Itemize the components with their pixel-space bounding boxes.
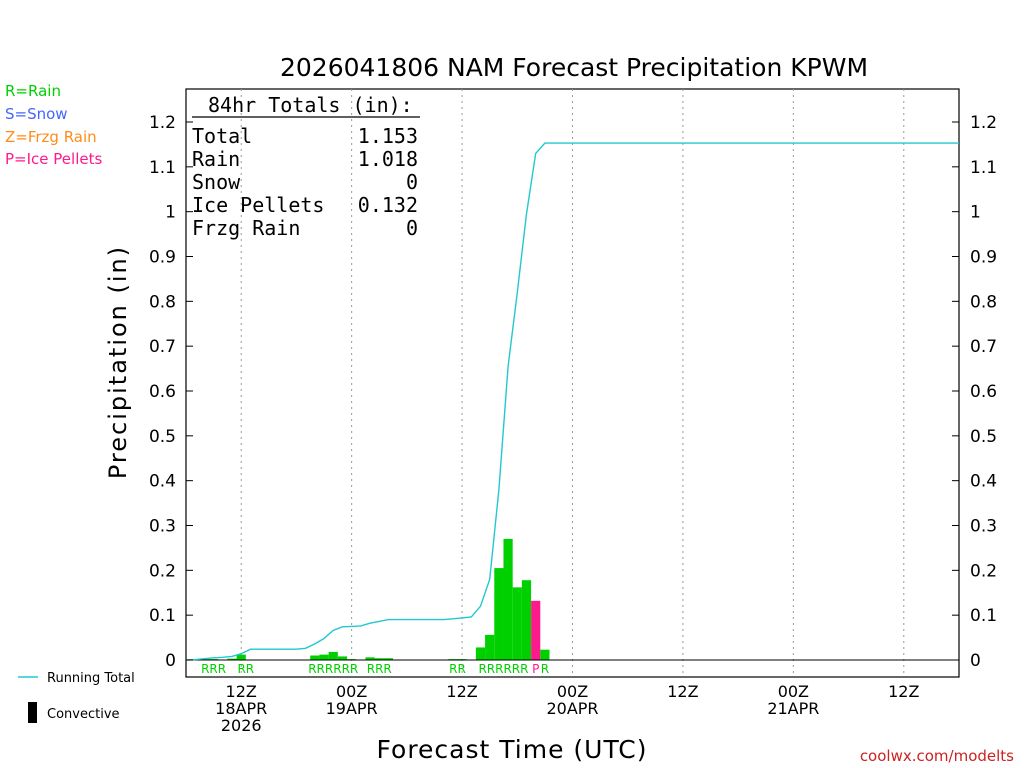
totals-heading: 84hr Totals (in): [208, 93, 413, 117]
y-tick-label-left: 0 [165, 651, 176, 671]
y-tick-label-right: 0.5 [970, 427, 997, 447]
x-tick-label: 18APR [215, 699, 267, 718]
precip-bar [475, 647, 486, 660]
y-tick-label-left: 0.6 [149, 382, 176, 402]
totals-label: Ice Pellets [192, 193, 324, 217]
precip-bar [485, 634, 495, 660]
totals-value: 0 [406, 170, 418, 194]
y-tick-label-left: 1 [165, 203, 176, 223]
precip-bar [531, 600, 541, 660]
y-tick-label-left: 1.2 [149, 113, 176, 133]
chart-title: 2026041806 NAM Forecast Precipitation KP… [280, 53, 868, 82]
precip-type-label: RRR [367, 662, 392, 676]
y-tick-label-left: 1.1 [149, 158, 176, 178]
y-tick-label-right: 0.2 [970, 561, 997, 581]
running-total-line [185, 142, 959, 661]
precip-bar [310, 655, 320, 660]
y-tick-label-left: 0.3 [149, 517, 176, 537]
running-total-key-label: Running Total [47, 671, 135, 686]
x-tick-label: 00Z [336, 682, 367, 701]
x-tick-label: 12Z [226, 682, 257, 701]
y-axis-title: Precipitation (in) [104, 245, 132, 479]
precip-bar [319, 654, 329, 660]
precip-bar [503, 538, 513, 660]
y-tick-label-right: 0.9 [970, 248, 997, 268]
legend-frzg-rain: Z=Frzg Rain [5, 128, 97, 146]
y-tick-label-left: 0.2 [149, 561, 176, 581]
y-tick-label-right: 0.1 [970, 606, 997, 626]
precip-type-label: P [532, 662, 539, 676]
precip-bar [540, 649, 550, 660]
y-tick-label-left: 0.5 [149, 427, 176, 447]
y-tick-label-right: 1.1 [970, 158, 997, 178]
precip-type-label: RR [237, 662, 254, 676]
precip-type-label: RRRRRR [478, 662, 528, 676]
totals-value: 1.153 [358, 124, 418, 148]
totals-label: Total [192, 124, 252, 148]
precip-bar [383, 658, 394, 660]
x-tick-label: 19APR [326, 699, 378, 718]
x-tick-label: 00Z [557, 682, 588, 701]
precip-bar [512, 587, 522, 660]
y-tick-label-left: 0.1 [149, 606, 176, 626]
legend-snow: S=Snow [5, 105, 68, 123]
x-tick-label: 21APR [767, 699, 819, 718]
totals-label: Frzg Rain [192, 216, 300, 240]
x-tick-label: 12Z [667, 682, 698, 701]
y-axis-ticks: 0 0 0.1 0.1 0.2 0.2 0.3 0.3 0.4 0.4 0.5 0.5 0.6 0.6 0.… [149, 113, 997, 671]
totals-value: 1.018 [358, 147, 418, 171]
precip-bar [494, 568, 504, 660]
x-tick-label: 12Z [446, 682, 477, 701]
x-tick-label: 00Z [778, 682, 809, 701]
precip-bar [236, 654, 246, 660]
totals-box: 84hr Totals (in): Total 1.153 Rain 1.018… [192, 93, 420, 240]
precip-type-label: RRR [201, 662, 226, 676]
legend-ice-pellets: P=Ice Pellets [5, 150, 102, 168]
x-tick-label: 2026 [221, 716, 262, 735]
precip-bar [227, 658, 237, 660]
y-tick-label-right: 0.6 [970, 382, 997, 402]
precip-bar [337, 656, 348, 660]
y-tick-label-right: 1 [970, 203, 981, 223]
precip-bars [190, 538, 550, 661]
totals-label: Snow [192, 170, 241, 194]
y-tick-label-right: 1.2 [970, 113, 997, 133]
y-tick-label-left: 0.7 [149, 337, 176, 357]
totals-label: Rain [192, 147, 240, 171]
precip-type-label: RR [449, 662, 466, 676]
totals-value: 0.132 [358, 193, 418, 217]
precip-bar [521, 580, 532, 660]
y-tick-label-left: 0.4 [149, 472, 176, 492]
convective-key-swatch [28, 702, 37, 723]
precip-bar [328, 651, 338, 660]
precip-bar [374, 658, 384, 660]
x-axis-title: Forecast Time (UTC) [377, 735, 648, 764]
legend-rain: R=Rain [5, 82, 61, 100]
y-tick-label-left: 0.8 [149, 292, 176, 312]
y-tick-label-left: 0.9 [149, 248, 176, 268]
precip-type-label: R [541, 662, 549, 676]
convective-key-label: Convective [47, 707, 120, 722]
y-tick-label-right: 0.3 [970, 517, 997, 537]
precip-bar [365, 657, 375, 660]
y-tick-label-right: 0.8 [970, 292, 997, 312]
gridlines [240, 89, 905, 677]
y-tick-label-right: 0.4 [970, 472, 997, 492]
totals-value: 0 [406, 216, 418, 240]
x-tick-label: 20APR [546, 699, 598, 718]
precip-type-labels: RRR RR RRRRRR RRR RR RRRRRR P R [201, 662, 549, 676]
y-tick-label-right: 0 [970, 651, 981, 671]
x-tick-label: 12Z [888, 682, 919, 701]
precip-type-label: RRRRRR [308, 662, 358, 676]
y-tick-label-right: 0.7 [970, 337, 997, 357]
credit-text: coolwx.com/modelts [860, 747, 1014, 765]
